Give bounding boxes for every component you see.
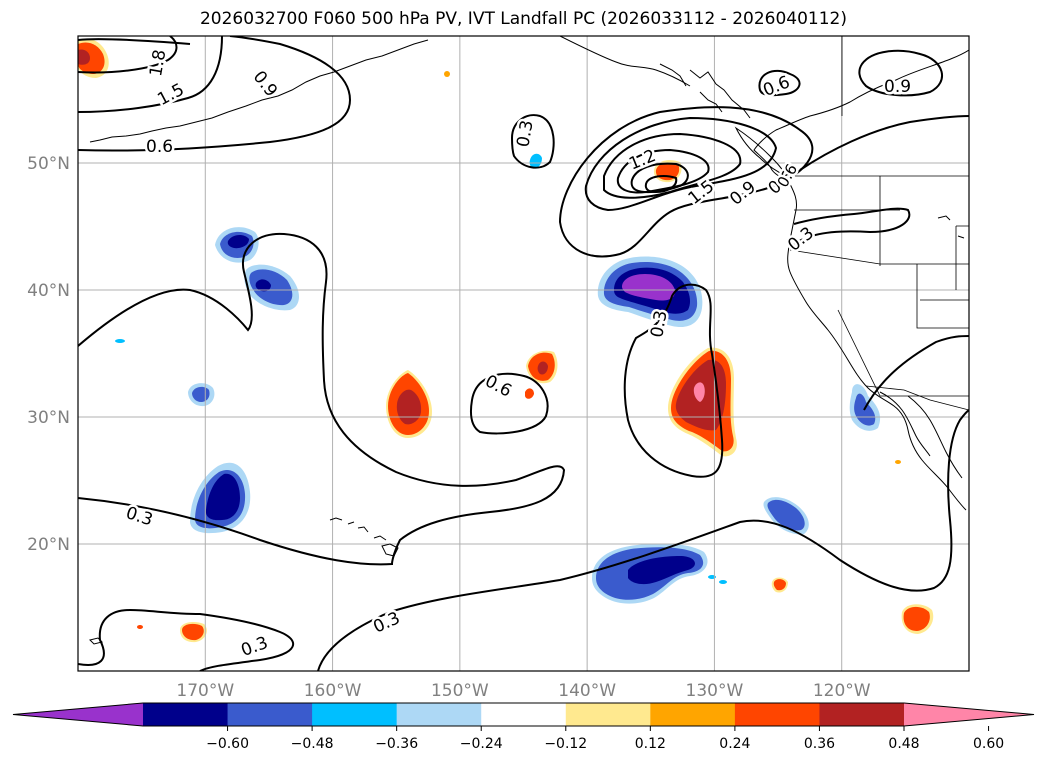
- pv-contour-line: [758, 69, 801, 97]
- positive-anomaly-blob: [137, 622, 207, 643]
- us-mexico-border: [865, 385, 969, 411]
- pv-contours: [78, 36, 969, 671]
- colorbar: −0.60 −0.48 −0.36 −0.24 −0.12 0.12 0.24 0.36 0.4…: [12, 702, 1035, 752]
- colorbar-tick-label: 0.36: [804, 736, 835, 752]
- colorbar-tick-label: 0.12: [635, 736, 666, 752]
- colorbar-segment: [312, 703, 398, 726]
- positive-anomaly-blob: [78, 38, 109, 78]
- political-borders: [789, 36, 969, 411]
- latitude-tick-label: 30°N: [27, 408, 70, 428]
- pv-contour-line: [603, 132, 742, 199]
- pv-contour-line: [644, 175, 678, 194]
- pv-contour-line: [858, 49, 943, 97]
- longitude-tick-labels: 170°W 160°W 150°W 140°W 130°W 120°W: [176, 681, 870, 701]
- longitude-tick-label: 130°W: [686, 681, 744, 701]
- pv-contour-line: [791, 207, 911, 247]
- positive-anomaly-blob: [895, 460, 934, 634]
- shaded-anomaly-layer: [78, 38, 934, 643]
- colorbar-segment: [819, 703, 905, 726]
- colorbar-tick-label: 0.60: [973, 736, 1004, 752]
- pv-contour-line: [470, 372, 549, 435]
- pv-contour-line: [78, 36, 178, 74]
- positive-anomaly-blob: [386, 370, 432, 438]
- contour-label: 0.9: [884, 77, 911, 97]
- latitude-tick-label: 20°N: [27, 535, 70, 555]
- longitude-tick-label: 160°W: [304, 681, 362, 701]
- vancouver-island-coastline: [734, 126, 788, 178]
- colorbar-extend-min: [13, 703, 143, 726]
- coastlines: [89, 36, 969, 645]
- pv-contour-line: [799, 115, 969, 171]
- colorbar-segment: [481, 703, 567, 726]
- latitude-tick-labels: 50°N 40°N 30°N 20°N: [27, 154, 70, 555]
- pv-contour-line: [510, 114, 555, 169]
- longitude-tick-label: 140°W: [558, 681, 616, 701]
- pv-contour-line: [558, 106, 814, 258]
- contour-label: 0.6: [146, 137, 173, 157]
- colorbar-segment: [650, 703, 736, 726]
- baja-california-coastline: [879, 391, 931, 457]
- negative-anomaly-blob: [763, 497, 809, 535]
- negative-anomaly-blob: [597, 256, 703, 328]
- colorbar-tick-label: −0.36: [375, 736, 418, 752]
- colorbar-segment: [565, 703, 651, 726]
- colorbar-tick-label: 0.24: [719, 736, 750, 752]
- latitude-tick-label: 40°N: [27, 281, 70, 301]
- longitude-tick-label: 120°W: [813, 681, 871, 701]
- pv-contour-line: [584, 116, 778, 212]
- positive-anomaly-blob: [444, 71, 450, 77]
- longitude-tick-label: 170°W: [176, 681, 234, 701]
- us-state-borders: [789, 176, 969, 397]
- positive-anomaly-blob: [525, 350, 558, 399]
- aleutian-islands: [89, 39, 429, 143]
- colorbar-segment: [143, 703, 229, 726]
- pv-contour-line: [863, 335, 969, 411]
- hawaiian-islands: [329, 517, 399, 557]
- latitude-tick-label: 50°N: [27, 154, 70, 174]
- colorbar-extend-max: [904, 703, 1034, 726]
- north-america-coastline: [753, 49, 969, 511]
- negative-anomaly-blob: [190, 462, 251, 534]
- negative-anomaly-blob: [244, 264, 299, 311]
- alaska-coastline: [559, 36, 691, 87]
- longitude-tick-label: 150°W: [431, 681, 489, 701]
- ocean-background: [78, 36, 969, 671]
- pv-contour-line: [317, 409, 969, 671]
- positive-anomaly-blob: [771, 577, 788, 593]
- negative-anomaly-blob: [529, 153, 542, 169]
- pv-contour-line: [78, 36, 223, 113]
- map-frame: [77, 35, 970, 672]
- pv-contour-line: [630, 162, 689, 194]
- pv-contour-line: [78, 608, 295, 671]
- map-plot-area: 1.8 1.5 0.9 0.6 0.3 1.2 1.5 0.9 0.6 0.3 …: [78, 36, 969, 671]
- colorbar-segment: [227, 703, 313, 726]
- colorbar-tick-label: 0.48: [888, 736, 919, 752]
- map-gridlines: [78, 36, 969, 671]
- colorbar-segment: [396, 703, 482, 726]
- pv-contour-line: [616, 148, 710, 194]
- pv-contour-line: [78, 232, 566, 566]
- colorbar-tick-label: −0.48: [291, 736, 334, 752]
- positive-anomaly-blob: [668, 347, 737, 457]
- map-title: 2026032700 F060 500 hPa PV, IVT Landfall…: [199, 9, 847, 29]
- pv-contour-line: [78, 36, 352, 152]
- colorbar-tick-label: −0.12: [544, 736, 587, 752]
- pv-contour-line: [78, 38, 191, 45]
- negative-anomaly-blob: [592, 543, 708, 604]
- colorbar-tick-label: −0.60: [206, 736, 249, 752]
- baja-gulf-coastline: [907, 395, 963, 479]
- colorbar-tick-label: −0.24: [460, 736, 503, 752]
- pv-contour-line: [623, 283, 724, 478]
- colorbar-segment: [734, 703, 820, 726]
